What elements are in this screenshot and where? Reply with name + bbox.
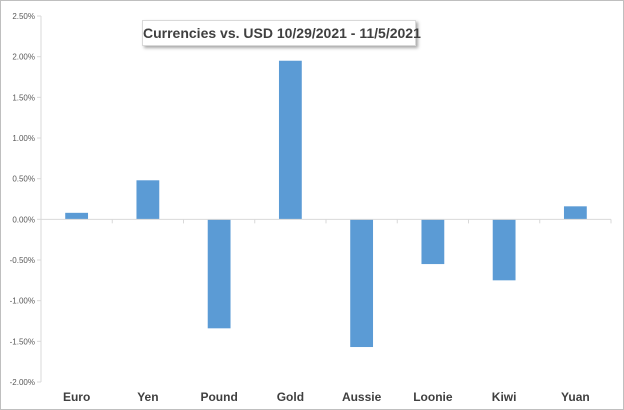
y-axis: -2.00% -1.50% -1.00% -0.50% 0.00% 0.50% 1.00% 1… [10, 12, 42, 387]
bar-kiwi [492, 219, 516, 281]
x-tick-label: Yen [137, 390, 158, 404]
x-tick-label: Euro [63, 390, 90, 404]
bar-yen [136, 180, 160, 220]
x-tick-label: Aussie [342, 390, 382, 404]
bar-loonie [421, 219, 445, 265]
x-tick-label: Pound [200, 390, 237, 404]
bar-euro [65, 212, 89, 220]
bars [65, 60, 587, 348]
y-tick-label: 2.00% [12, 53, 35, 62]
y-tick-label: 1.50% [12, 93, 35, 102]
bar-yuan [563, 206, 587, 220]
y-tick-label: -1.50% [10, 337, 35, 346]
chart-title: Currencies vs. USD 10/29/2021 - 11/5/202… [142, 20, 421, 46]
bar-pound [207, 219, 231, 329]
y-tick-label: -0.50% [10, 256, 35, 265]
bar-aussie [350, 219, 374, 348]
y-tick-label: -1.00% [10, 297, 35, 306]
y-tick-label: 0.50% [12, 175, 35, 184]
x-tick-label: Loonie [413, 390, 453, 404]
y-tick-label: 1.00% [12, 134, 35, 143]
y-tick-label: -2.00% [10, 378, 35, 387]
y-tick-label: 2.50% [12, 12, 35, 21]
bar-gold [278, 60, 302, 220]
x-tick-label: Kiwi [492, 390, 517, 404]
x-tick-label: Yuan [561, 390, 590, 404]
y-tick-label: 0.00% [12, 215, 35, 224]
x-tick-label: Gold [277, 390, 304, 404]
x-axis: Euro Yen Pound Gold Aussie Loonie Kiwi Yuan [40, 218, 612, 404]
